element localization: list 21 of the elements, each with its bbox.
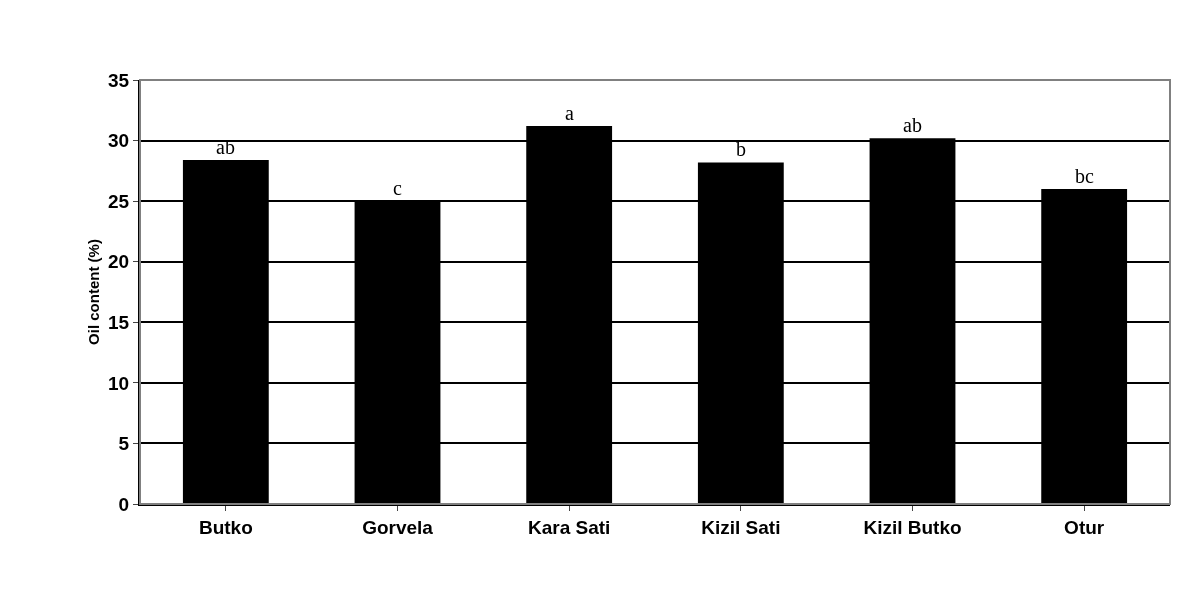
- y-tick-label: 10: [108, 372, 130, 394]
- y-tick-label: 25: [108, 190, 130, 212]
- annotation: ab: [216, 136, 235, 158]
- y-tick-label: 20: [108, 251, 130, 273]
- y-tick-label: 5: [118, 433, 130, 455]
- y-tick-label: 0: [118, 493, 130, 515]
- y-tick-label: 15: [108, 311, 130, 333]
- annotation: a: [565, 102, 574, 124]
- x-tick-label: Kizil Butko: [863, 516, 962, 538]
- annotation: b: [736, 138, 746, 160]
- annotation: ab: [903, 114, 922, 136]
- x-tick-label: Kizil Sati: [701, 516, 781, 538]
- x-tick-label: Kara Sati: [527, 516, 611, 538]
- y-axis-title: Oil content (%): [85, 239, 102, 345]
- x-tick-label: Gorvela: [362, 516, 434, 538]
- x-tick-label: Otur: [1064, 516, 1105, 538]
- annotation: bc: [1075, 165, 1094, 187]
- annotation: c: [393, 177, 402, 199]
- x-tick-label: Butko: [198, 516, 253, 538]
- y-tick-label: 35: [108, 69, 130, 91]
- y-tick-label: 30: [108, 130, 130, 152]
